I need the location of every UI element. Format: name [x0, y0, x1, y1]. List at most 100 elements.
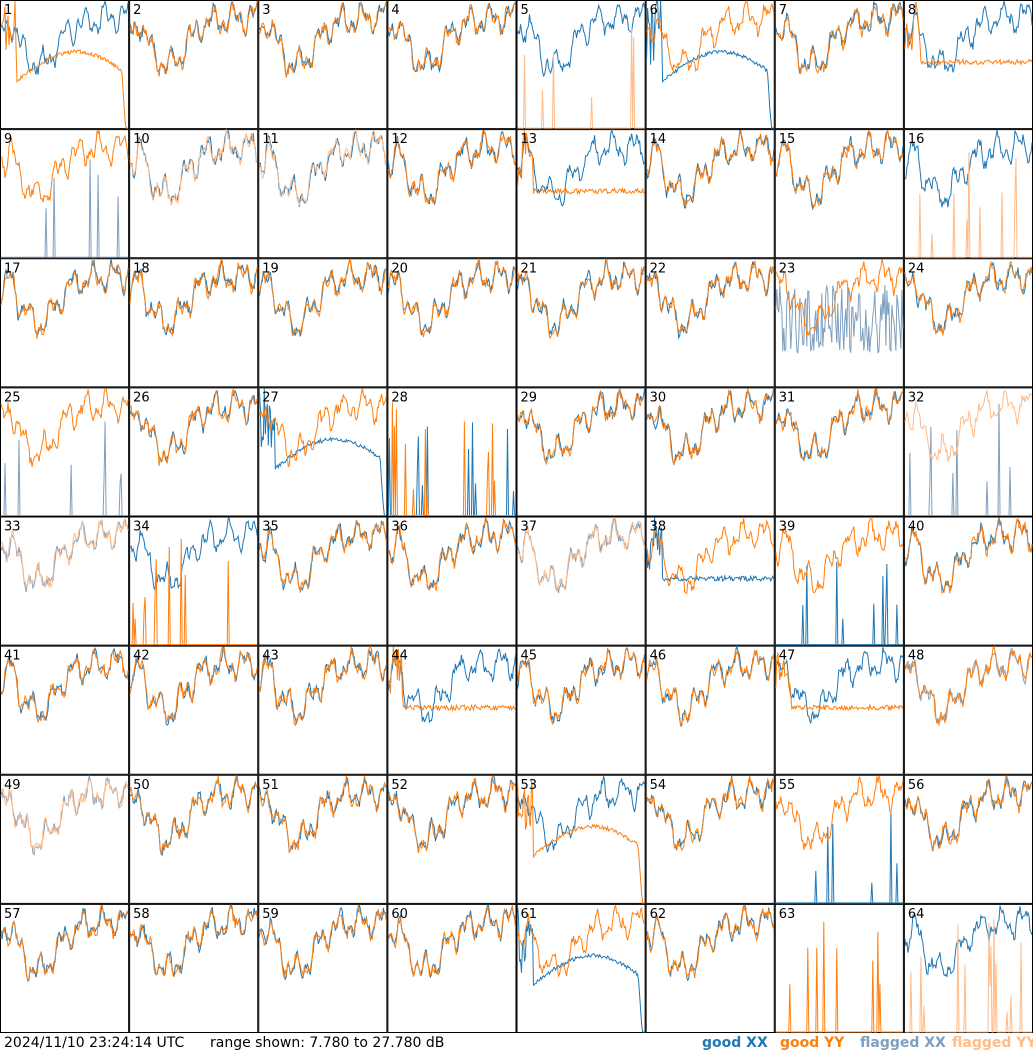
- good-xx-line: [904, 517, 1033, 594]
- panel-label: 38: [650, 520, 667, 535]
- panel-54: 54: [645, 774, 775, 904]
- good-yy-line: [904, 260, 1033, 336]
- flagged-yy-line: [517, 517, 646, 592]
- good-xx-line: [904, 0, 1033, 73]
- panel-15: 15: [774, 129, 904, 259]
- panel-label: 46: [650, 649, 667, 664]
- panel-label: 20: [391, 261, 408, 276]
- good-xx-line: [904, 261, 1033, 336]
- flagged-xx-line: [904, 648, 1033, 727]
- panel-frame: [645, 645, 775, 775]
- good-yy-line: [129, 258, 258, 338]
- panel-frame: [903, 387, 1033, 517]
- panel-label: 57: [4, 907, 21, 922]
- panel-label: 11: [262, 132, 279, 147]
- good-xx-line: [129, 516, 258, 591]
- good-yy-line: [258, 775, 387, 853]
- panel-3: 3: [258, 0, 388, 130]
- panel-frame: [0, 516, 130, 646]
- panel-label: 16: [908, 132, 925, 147]
- panel-frame: [0, 129, 130, 259]
- good-yy-line: [130, 538, 258, 646]
- panel-label: 41: [4, 649, 21, 664]
- good-yy-line: [646, 904, 775, 979]
- panel-55: 55: [774, 774, 904, 904]
- panel-frame: [0, 258, 130, 388]
- panel-42: 42: [129, 645, 259, 775]
- panel-frame: [774, 903, 904, 1033]
- panel-label: 12: [391, 132, 408, 147]
- good-xx-line: [387, 129, 516, 206]
- footer: 2024/11/10 23:24:14 UTC range shown: 7.7…: [0, 1033, 1033, 1053]
- panel-17: 17: [0, 257, 130, 388]
- panel-label: 40: [908, 520, 925, 535]
- panel-frame: [516, 903, 646, 1033]
- good-yy-line: [904, 518, 1033, 594]
- panel-label: 4: [391, 3, 399, 18]
- panel-label: 6: [650, 3, 658, 18]
- panel-frame: [774, 516, 904, 646]
- legend-good-xx: good XX: [702, 1035, 768, 1051]
- good-yy-line: [258, 645, 387, 727]
- panel-25: 25: [0, 387, 130, 517]
- good-yy-line: [904, 774, 1033, 851]
- panel-frame: [387, 387, 517, 517]
- good-xx-line: [0, 259, 129, 336]
- good-yy-line: [517, 647, 646, 725]
- panel-frame: [516, 645, 646, 775]
- panel-20: 20: [387, 257, 517, 388]
- panel-frame: [645, 516, 775, 646]
- good-yy-line: [387, 517, 516, 591]
- good-xx-line: [129, 0, 258, 74]
- panel-45: 45: [516, 645, 646, 775]
- panel-frame: [129, 903, 259, 1033]
- panel-label: 54: [650, 778, 667, 793]
- panel-frame: [129, 774, 259, 904]
- good-yy-line: [517, 388, 645, 466]
- panel-label: 60: [391, 907, 408, 922]
- good-yy-line: [775, 775, 904, 850]
- panel-frame: [645, 0, 775, 130]
- good-yy-line: [0, 647, 129, 723]
- panel-59: 59: [258, 903, 388, 1033]
- good-xx-line: [646, 0, 774, 129]
- panel-frame: [0, 645, 130, 775]
- panel-33: 33: [0, 516, 130, 646]
- panel-56: 56: [903, 774, 1033, 904]
- panel-label: 23: [779, 261, 796, 276]
- panel-frame: [903, 258, 1033, 388]
- panel-label: 52: [391, 778, 408, 793]
- panel-29: 29: [516, 387, 646, 517]
- panel-label: 3: [262, 3, 270, 18]
- flagged-xx-line: [904, 403, 1032, 516]
- good-yy-line: [387, 646, 516, 712]
- good-yy-line: [258, 904, 387, 979]
- panel-51: 51: [258, 774, 388, 904]
- panel-1: 1: [0, 0, 130, 130]
- panel-label: 21: [521, 261, 538, 276]
- panel-19: 19: [258, 258, 388, 388]
- panel-label: 36: [391, 520, 408, 535]
- good-xx-line: [775, 647, 904, 724]
- panel-label: 7: [779, 3, 787, 18]
- good-yy-line: [646, 649, 775, 727]
- good-yy-line: [775, 259, 904, 337]
- timestamp: 2024/11/10 23:24:14 UTC: [4, 1035, 185, 1051]
- panel-label: 18: [133, 261, 150, 276]
- good-yy-line: [258, 520, 387, 593]
- panel-label: 14: [650, 132, 667, 147]
- panel-frame: [387, 774, 517, 904]
- panel-frame: [516, 387, 646, 517]
- panel-frame: [258, 387, 388, 517]
- good-xx-line: [646, 261, 775, 340]
- panel-label: 56: [908, 778, 925, 793]
- panel-label: 61: [521, 907, 538, 922]
- legend-good-yy: good YY: [780, 1035, 845, 1051]
- good-xx-line: [387, 648, 516, 724]
- panel-frame: [258, 516, 388, 646]
- panel-62: 62: [645, 903, 775, 1033]
- good-xx-line: [517, 388, 646, 464]
- good-xx-line: [775, 130, 904, 211]
- good-yy-line: [259, 258, 387, 336]
- panel-49: 49: [0, 774, 130, 904]
